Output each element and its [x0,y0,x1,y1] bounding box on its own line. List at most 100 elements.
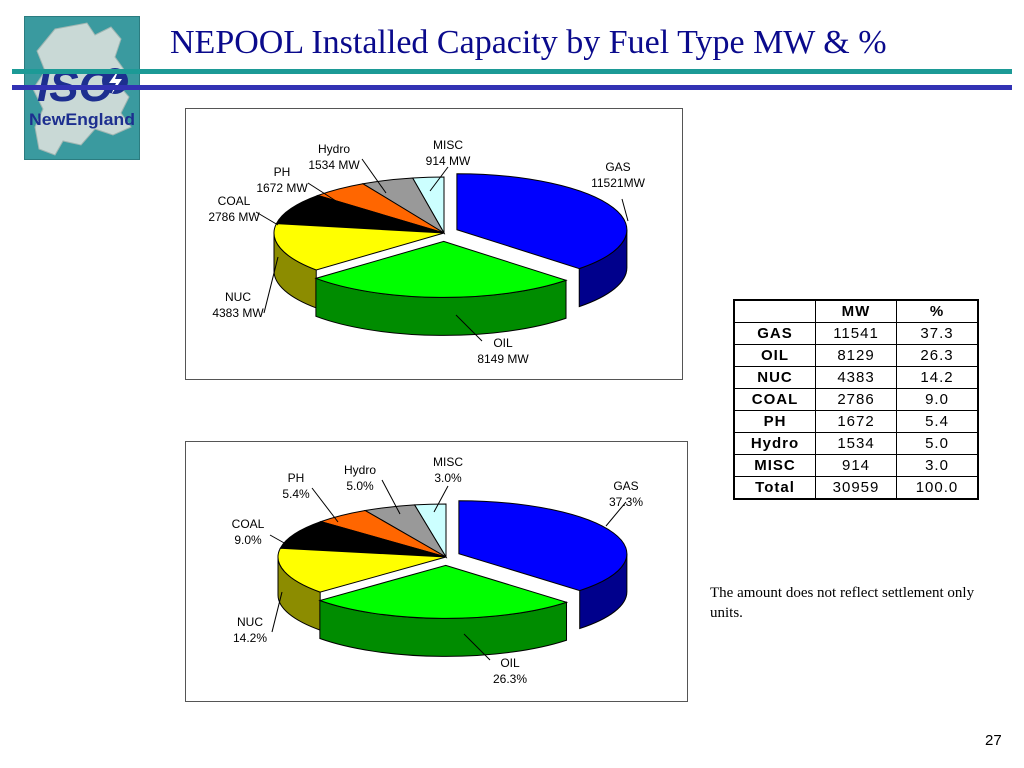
table-cell-mw: 30959 [815,476,897,500]
slice-label-hydro-value: 5.0% [346,479,374,493]
slice-label-hydro-value: 1534 MW [308,158,360,172]
pie-slice-coal [279,521,447,558]
pie-slice-top-coal [275,194,445,234]
leader-line-misc [433,485,449,513]
pie-chart-mw-svg: GAS 11521MW OIL 8149 MW NUC 4383 MW COAL 2786 M… [208,138,645,366]
table-cell-percent: 5.0 [896,432,979,455]
table-row: Hydro 1534 5.0 [733,432,979,455]
table-header-blank [733,299,816,323]
table-cell-mw: 1534 [815,432,897,455]
slice-label-gas-name: GAS [613,479,638,493]
leader-line-oil [463,633,491,661]
pie-slice-top-oil [314,240,568,298]
table-cell-percent: 5.4 [896,410,979,433]
table-cell-mw: 4383 [815,366,897,389]
table-cell-percent: 14.2 [896,366,979,389]
slice-label-hydro-name: Hydro [318,142,350,156]
leader-line-gas [605,501,627,527]
slice-label-misc-value: 914 MW [426,154,471,168]
table-cell-percent: 9.0 [896,388,979,411]
slice-label-oil-name: OIL [500,656,520,670]
table-cell-fuel: COAL [733,388,816,411]
table-cell-percent: 3.0 [896,454,979,477]
pie-slice-nuc [277,547,447,631]
page-number: 27 [985,732,1002,749]
table-row: PH 1672 5.4 [733,410,979,433]
table-cell-fuel: NUC [733,366,816,389]
leader-line-nuc [263,256,279,314]
table-cell-mw: 914 [815,454,897,477]
leader-line-ph [307,182,337,202]
pie-slice-oil [314,240,568,336]
slice-label-oil-value: 8149 MW [477,352,529,366]
slice-label-gas-value: 37.3% [609,495,643,509]
slice-label-hydro-name: Hydro [344,463,376,477]
slice-label-gas-name: GAS [605,160,630,174]
table-cell-fuel: Total [733,476,816,500]
pie-slice-gas [458,500,628,630]
table-row: GAS 11541 37.3 [733,322,979,345]
leader-line-oil [455,314,483,342]
table-header-percent: % [896,299,979,323]
slice-label-coal-value: 2786 MW [208,210,260,224]
slice-label-ph-value: 1672 MW [256,181,308,195]
settlement-note: The amount does not reflect settlement o… [710,585,975,621]
logo-text-newengland: NewEngland [29,110,135,129]
table-row: OIL 8129 26.3 [733,344,979,367]
title-rule-teal [12,69,1012,74]
leader-line-misc [429,166,449,192]
page-title: NEPOOL Installed Capacity by Fuel Type M… [170,24,887,61]
leader-line-hydro [381,479,401,515]
slice-label-coal-value: 9.0% [234,533,262,547]
pie-slice-coal [275,194,445,234]
capacity-table: MW % GAS 11541 37.3 OIL 8129 26.3 NUC 43… [733,299,979,500]
pie-chart-mw: GAS 11521MW OIL 8149 MW NUC 4383 MW COAL 2786 M… [185,108,683,380]
leader-line-nuc [271,591,283,633]
table-cell-mw: 2786 [815,388,897,411]
title-rule-blue [12,85,1012,90]
leader-line-coal [255,211,279,226]
table-cell-percent: 37.3 [896,322,979,345]
pie-slice-oil [318,564,569,657]
pie-slice-top-coal [279,521,447,558]
slice-label-misc-name: MISC [433,455,463,469]
table-header-row: MW % [733,299,979,323]
slice-label-misc-name: MISC [433,138,463,152]
slice-label-gas-value: 11521MW [591,176,645,190]
table-row: MISC 914 3.0 [733,454,979,477]
slice-label-oil-value: 26.3% [493,672,527,686]
slice-label-coal-name: COAL [232,517,265,531]
table-cell-percent: 100.0 [896,476,979,500]
table-cell-mw: 11541 [815,322,897,345]
leader-line-coal [269,534,287,545]
slice-label-ph-name: PH [288,471,305,485]
pie-slice-top-gas [456,173,628,270]
slice-label-ph-name: PH [274,165,291,179]
pie-slice-top-oil [318,564,569,619]
table-cell-mw: 8129 [815,344,897,367]
pie-slice-nuc [273,223,445,309]
slice-label-nuc-value: 14.2% [233,631,267,645]
table-cell-fuel: Hydro [733,432,816,455]
slice-label-nuc-name: NUC [225,290,251,304]
slice-label-coal-name: COAL [218,194,251,208]
pie-slice-top-nuc [277,547,447,593]
table-cell-fuel: PH [733,410,816,433]
slice-label-ph-value: 5.4% [282,487,310,501]
pie-chart-percent: GAS 37.3% OIL 26.3% NUC 14.2% COAL 9.0% PH 5.4% Hy… [185,441,688,702]
slice-label-nuc-value: 4383 MW [212,306,264,320]
table-cell-mw: 1672 [815,410,897,433]
slice-label-misc-value: 3.0% [434,471,462,485]
slice-label-nuc-name: NUC [237,615,263,629]
table-row: COAL 2786 9.0 [733,388,979,411]
leader-line-ph [311,487,339,523]
leader-line-hydro [361,158,387,194]
table-cell-fuel: OIL [733,344,816,367]
table-cell-fuel: MISC [733,454,816,477]
table-header-mw: MW [815,299,897,323]
pie-chart-percent-svg: GAS 37.3% OIL 26.3% NUC 14.2% COAL 9.0% PH 5.4% Hy… [232,455,644,686]
table-row-total: Total 30959 100.0 [733,476,979,500]
leader-line-gas [621,198,629,222]
table-cell-percent: 26.3 [896,344,979,367]
pie-slice-top-gas [458,500,628,592]
